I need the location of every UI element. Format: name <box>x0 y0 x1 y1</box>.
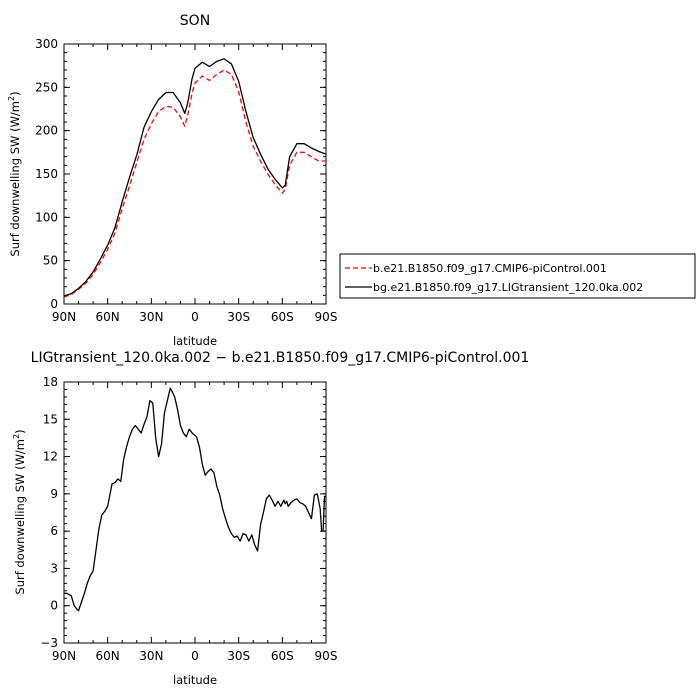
top-panel-title: SON <box>180 13 210 29</box>
legend-entry-picontrol: b.e21.B1850.f09_g17.CMIP6-piControl.001 <box>373 262 607 275</box>
legend-entry-ligtransient: bg.e21.B1850.f09_g17.LIGtransient_120.0k… <box>373 281 643 294</box>
legend: b.e21.B1850.f09_g17.CMIP6-piControl.001 … <box>339 253 696 299</box>
bottom-y-tick-label: 12 <box>43 450 58 464</box>
bottom-panel: LIGtransient_120.0ka.002 − b.e21.B1850.f… <box>12 350 529 687</box>
top-y-tick-label: 50 <box>43 254 58 268</box>
top-panel: SON 90N 60N 30N 0 30S 60S 90S 0 50 100 150 200 250 30… <box>7 13 696 348</box>
legend-box <box>339 253 696 299</box>
bottom-y-axis-label: Surf downwelling SW (W/m2) <box>12 429 27 594</box>
bottom-y-tick-label: 6 <box>50 524 58 538</box>
top-y-tick-label: 250 <box>35 80 58 94</box>
bottom-x-axis-label: latitude <box>173 673 217 687</box>
bottom-y-tick-label: 0 <box>50 599 58 613</box>
top-x-tick-label: 90N <box>52 310 76 324</box>
top-x-tick-label: 60S <box>271 310 294 324</box>
bottom-y-tick-label: 3 <box>50 561 58 575</box>
bottom-panel-title: LIGtransient_120.0ka.002 − b.e21.B1850.f… <box>31 350 530 366</box>
top-y-tick-label: 0 <box>50 297 58 311</box>
bottom-series-line-0 <box>64 387 326 612</box>
top-x-tick-label: 30S <box>227 310 250 324</box>
top-y-tick-label: 100 <box>35 210 58 224</box>
top-x-tick-label: 60N <box>96 310 120 324</box>
top-x-tick-label: 30N <box>139 310 163 324</box>
bottom-x-tick-label: 90N <box>52 649 76 663</box>
bottom-x-tick-label: 0 <box>191 649 199 663</box>
bottom-y-tick-label: 15 <box>43 412 58 426</box>
bottom-x-tick-label: 30N <box>139 649 163 663</box>
top-x-tick-label: 0 <box>191 310 199 324</box>
top-x-tick-label: 90S <box>315 310 338 324</box>
top-y-tick-label: 300 <box>35 37 58 51</box>
top-series-line-0 <box>63 69 326 298</box>
top-x-axis-label: latitude <box>173 334 217 348</box>
bottom-x-tick-label: 60N <box>96 649 120 663</box>
bottom-y-tick-label: 18 <box>43 375 58 389</box>
bottom-x-tick-label: 60S <box>271 649 294 663</box>
top-y-tick-label: 150 <box>35 167 58 181</box>
bottom-x-tick-label: 30S <box>227 649 250 663</box>
top-y-axis-label: Surf downwelling SW (W/m2) <box>7 91 22 256</box>
bottom-x-tick-label: 90S <box>315 649 338 663</box>
bottom-y-tick-label: 9 <box>50 487 58 501</box>
bottom-y-tick-label: −3 <box>40 636 58 650</box>
top-series-line-1 <box>63 58 327 297</box>
top-y-tick-label: 200 <box>35 124 58 138</box>
